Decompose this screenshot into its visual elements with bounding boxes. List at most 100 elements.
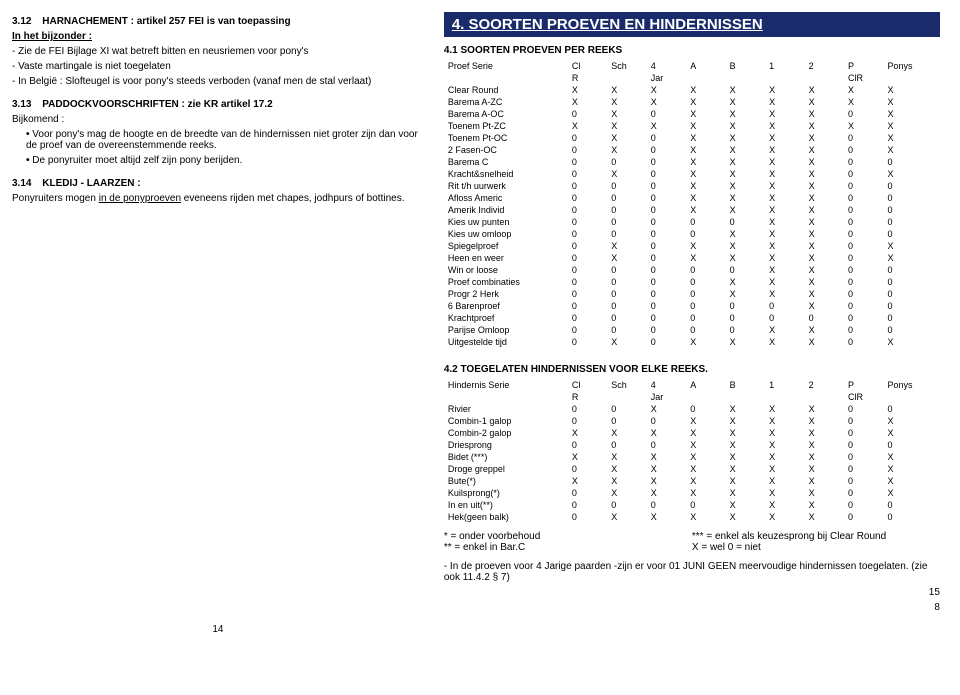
li1: - Zie de FEI Bijlage XI wat betreft bitt… — [12, 46, 424, 57]
table-row: Amerik Individ000XXXX00 — [444, 204, 940, 216]
table-cell: 0 — [647, 252, 686, 264]
table-subheader — [883, 391, 939, 403]
table-cell: 0 — [844, 403, 883, 415]
table-cell: 0 — [883, 180, 939, 192]
table-cell: X — [883, 120, 939, 132]
table-cell: 0 — [647, 156, 686, 168]
page-num-14: 14 — [12, 624, 424, 635]
table-cell: X — [765, 415, 804, 427]
table-cell: X — [607, 463, 646, 475]
table-42: Hindernis SerieClSch4AB12PPonysRJarClRRi… — [444, 379, 940, 523]
table-cell: X — [726, 168, 765, 180]
table-cell: X — [726, 415, 765, 427]
table-header: 4 — [647, 60, 686, 72]
legend: * = onder voorbehoud *** = enkel als keu… — [444, 531, 940, 553]
table-cell: 0 — [686, 276, 725, 288]
table-cell: Heen en weer — [444, 252, 568, 264]
table-cell: 0 — [607, 439, 646, 451]
table-cell: 0 — [568, 264, 607, 276]
table-row: Afloss Americ000XXXX00 — [444, 192, 940, 204]
table-cell: X — [686, 415, 725, 427]
table-cell: X — [726, 336, 765, 348]
table-cell: X — [805, 300, 844, 312]
table-cell: X — [765, 324, 804, 336]
table-cell: Rivier — [444, 403, 568, 415]
table-cell: X — [726, 487, 765, 499]
table-cell: 0 — [647, 415, 686, 427]
table-cell: X — [647, 403, 686, 415]
table-row: Rit t/h uurwerk000XXXX00 — [444, 180, 940, 192]
table-cell: X — [805, 108, 844, 120]
table-cell: 0 — [647, 312, 686, 324]
table-cell: X — [686, 180, 725, 192]
table-cell: Bute(*) — [444, 475, 568, 487]
table-cell: 0 — [726, 312, 765, 324]
table-cell: X — [686, 156, 725, 168]
table-cell: X — [686, 336, 725, 348]
table-cell: X — [726, 204, 765, 216]
table-cell: 0 — [647, 300, 686, 312]
table-cell: 0 — [844, 439, 883, 451]
table-cell: 0 — [647, 288, 686, 300]
table-cell: 0 — [568, 204, 607, 216]
table-cell: X — [805, 288, 844, 300]
table-cell: X — [726, 156, 765, 168]
table-row: Spiegelproef0X0XXXX0X — [444, 240, 940, 252]
table-row: Progr 2 Herk0000XXX00 — [444, 288, 940, 300]
li2: - Vaste martingale is niet toegelaten — [12, 61, 424, 72]
table-cell: Driesprong — [444, 439, 568, 451]
sec313-title: PADDOCKVOORSCHRIFTEN : zie KR artikel 17… — [42, 99, 272, 110]
table-subheader — [805, 72, 844, 84]
table-cell: 0 — [844, 132, 883, 144]
sec-42-head: 4.2 TOEGELATEN HINDERNISSEN VOOR ELKE RE… — [444, 364, 940, 375]
table-cell: 0 — [568, 216, 607, 228]
table-row: Kies uw punten00000XX00 — [444, 216, 940, 228]
table-header: 1 — [765, 379, 804, 391]
table-cell: X — [726, 240, 765, 252]
table-cell: X — [686, 168, 725, 180]
table-cell: X — [726, 463, 765, 475]
table-header: P — [844, 60, 883, 72]
table-row: Driesprong000XXXX00 — [444, 439, 940, 451]
table-cell: 0 — [686, 499, 725, 511]
table-cell: 0 — [844, 180, 883, 192]
table-cell: 0 — [647, 168, 686, 180]
table-cell: 0 — [647, 264, 686, 276]
table-cell: 0 — [568, 324, 607, 336]
table-cell: X — [805, 192, 844, 204]
table-subheader — [726, 72, 765, 84]
table-cell: X — [805, 336, 844, 348]
table-cell: Toenem Pt-OC — [444, 132, 568, 144]
table-cell: X — [805, 487, 844, 499]
table-cell: X — [805, 252, 844, 264]
table-cell: X — [805, 324, 844, 336]
table-cell: X — [805, 276, 844, 288]
table-header: Hindernis Serie — [444, 379, 568, 391]
table-subheader — [686, 72, 725, 84]
li3: - In België : Slofteugel is voor pony's … — [12, 76, 424, 87]
table-row: Clear RoundXXXXXXXXX — [444, 84, 940, 96]
table-cell: 0 — [568, 499, 607, 511]
table-cell: X — [805, 439, 844, 451]
sec314-title: KLEDIJ - LAARZEN : — [42, 178, 140, 189]
table-cell: X — [765, 451, 804, 463]
table-cell: X — [647, 84, 686, 96]
table-row: Win or loose00000XX00 — [444, 264, 940, 276]
table-cell: 0 — [686, 216, 725, 228]
table-cell: 0 — [607, 264, 646, 276]
sec-314: 3.14 KLEDIJ - LAARZEN : — [12, 178, 424, 189]
table-subheader — [883, 72, 939, 84]
sec314-body: Ponyruiters mogen in de ponyproeven even… — [12, 193, 424, 204]
table-cell: X — [765, 180, 804, 192]
table-cell: X — [686, 487, 725, 499]
section-4-header: 4. SOORTEN PROEVEN EN HINDERNISSEN — [444, 12, 940, 37]
table-cell: X — [726, 439, 765, 451]
table-cell: X — [686, 192, 725, 204]
table-cell: Combin-2 galop — [444, 427, 568, 439]
table-cell: X — [765, 511, 804, 523]
table-cell: Uitgestelde tijd — [444, 336, 568, 348]
table-cell: 0 — [726, 264, 765, 276]
table-cell: X — [607, 511, 646, 523]
table-cell: In en uit(**) — [444, 499, 568, 511]
table-row: Toenem Pt-OC0X0XXXX0X — [444, 132, 940, 144]
